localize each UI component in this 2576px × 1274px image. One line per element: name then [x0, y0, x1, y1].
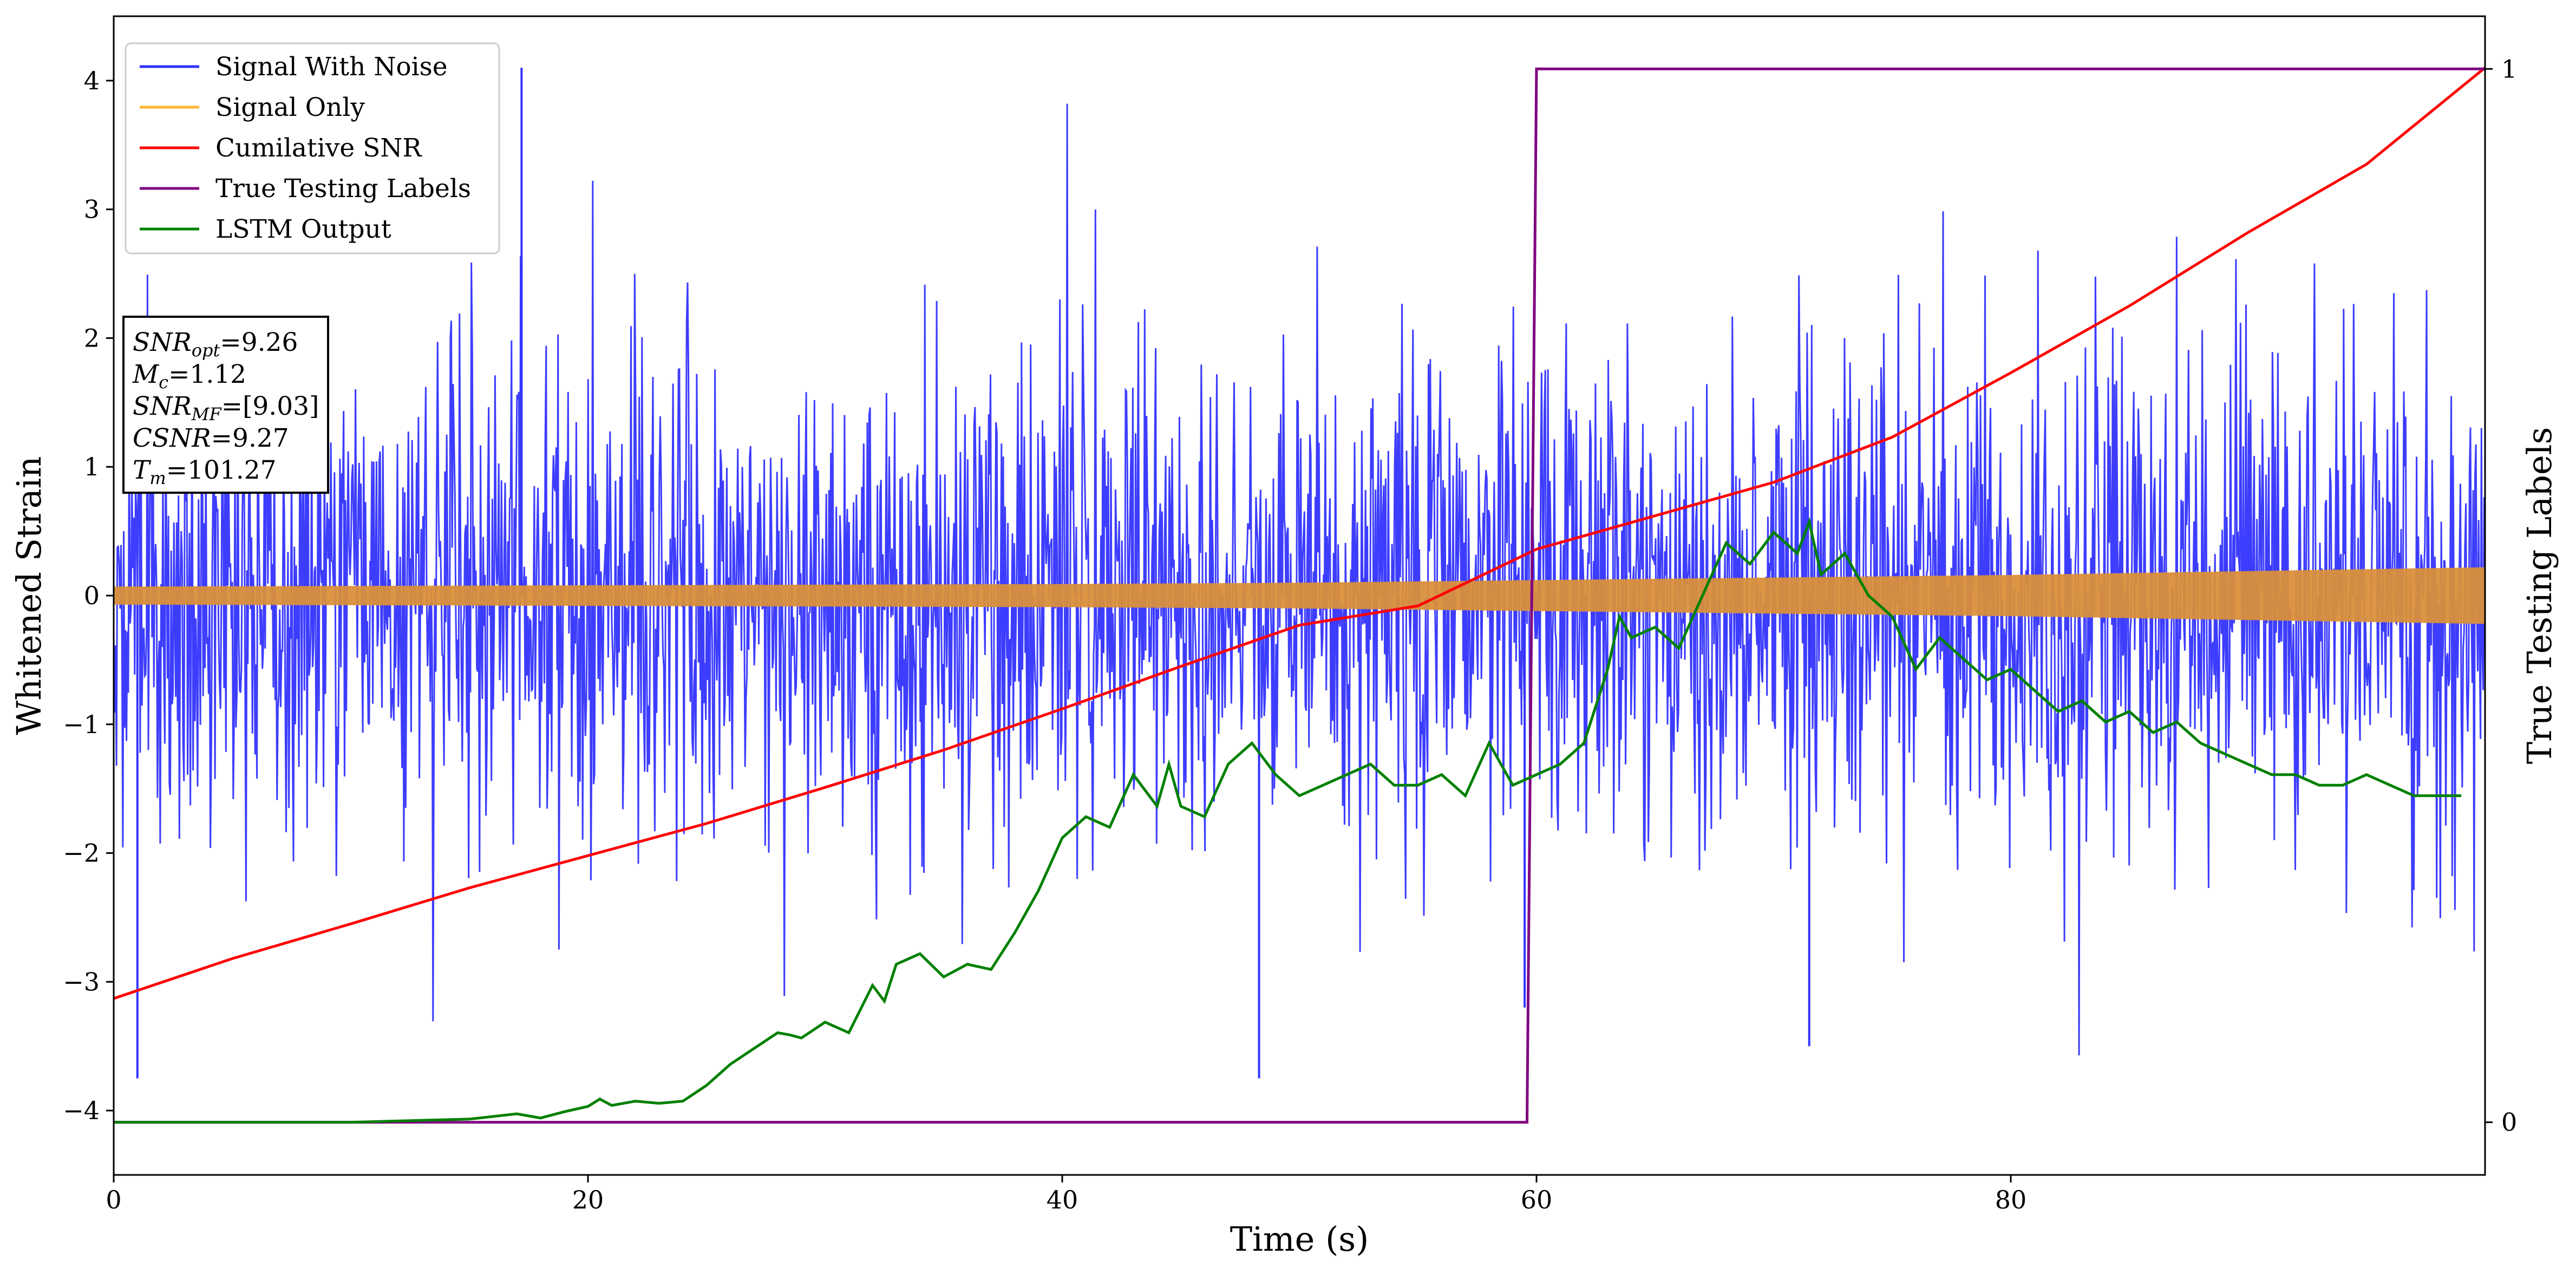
- y-tick-label: 0: [84, 581, 100, 610]
- cumilative-snr-line: [114, 67, 2485, 1000]
- y-tick-label: −1: [63, 710, 100, 739]
- y2-axis-ticks: 01: [2485, 54, 2517, 1137]
- y-tick-label: −3: [63, 967, 100, 996]
- legend-label-signal-with-noise: Signal With Noise: [215, 52, 448, 82]
- y2-tick-label: 1: [2501, 54, 2517, 83]
- legend-label-true-testing-labels: True Testing Labels: [215, 174, 471, 204]
- series-layer: [114, 67, 2485, 1124]
- x-tick-label: 20: [572, 1185, 604, 1214]
- lstm-output-line: [114, 517, 2462, 1124]
- legend-label-cumilative-snr: Cumilative SNR: [215, 133, 422, 163]
- annotation-box: SNRopt=9.26 Mc=1.12 SNRMF=[9.03] CSNR=9.…: [122, 316, 329, 494]
- annotation-snr-opt: SNRopt=9.26: [133, 328, 298, 361]
- true-testing-labels-line: [114, 67, 2485, 1124]
- y-tick-label: 4: [84, 66, 100, 95]
- y2-tick-label: 0: [2501, 1108, 2517, 1137]
- legend-box: [125, 42, 500, 254]
- annotation-csnr: CSNR=9.27: [133, 423, 289, 453]
- x-axis-ticks: 0 20 40 60 80: [106, 1175, 2026, 1214]
- y2-axis-title: True Testing Labels: [2520, 427, 2559, 765]
- x-axis-title: Time (s): [1230, 1219, 1369, 1259]
- signal-only-series: [114, 567, 2485, 624]
- x-tick-label: 0: [106, 1185, 121, 1214]
- annotation-tm: Tm=101.27: [133, 455, 277, 488]
- legend: Signal With Noise Signal Only Cumilative…: [125, 42, 500, 254]
- annotation-mc: Mc=1.12: [132, 360, 246, 393]
- annotation-frame: [122, 316, 329, 494]
- annotation-snr-mf: SNRMF=[9.03]: [133, 391, 319, 424]
- signal-only-band: [114, 567, 2485, 624]
- y-tick-label: 3: [84, 195, 100, 224]
- legend-label-signal-only: Signal Only: [215, 93, 365, 122]
- y-tick-label: 2: [84, 323, 100, 352]
- y-tick-label: −4: [63, 1096, 100, 1125]
- x-tick-label: 80: [1995, 1185, 2027, 1214]
- y-tick-label: 1: [84, 452, 100, 481]
- legend-label-lstm-output: LSTM Output: [215, 214, 391, 244]
- y-axis-title: Whitened Strain: [9, 456, 49, 735]
- y-tick-label: −2: [63, 839, 100, 868]
- x-tick-label: 60: [1521, 1185, 1553, 1214]
- x-tick-label: 40: [1047, 1185, 1078, 1214]
- y-axis-ticks: −4 −3 −2 −1 0 1 2 3 4: [63, 66, 114, 1125]
